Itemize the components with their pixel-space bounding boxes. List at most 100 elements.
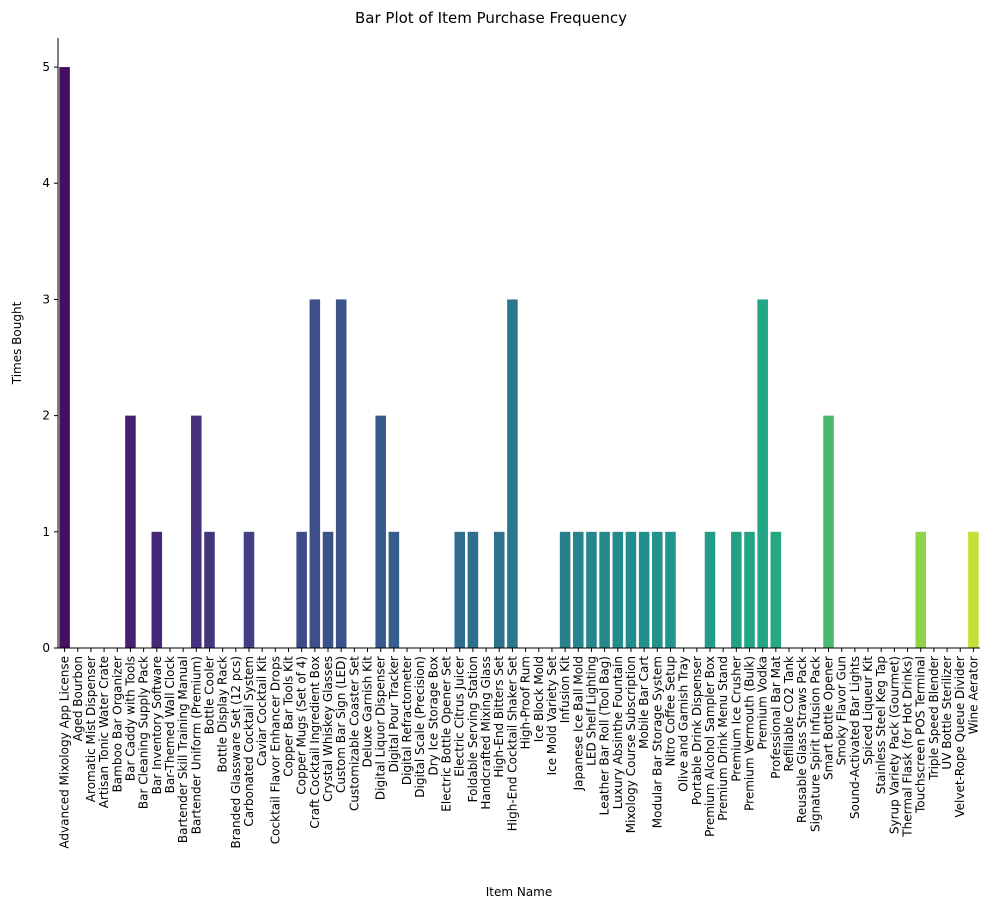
bar xyxy=(638,531,650,648)
x-tick-label: Sound-Activated Bar Lights xyxy=(848,656,862,819)
x-tick-label: LED Shelf Lighting xyxy=(584,656,598,766)
x-tick-label: Infusion Kit xyxy=(558,656,572,724)
bar xyxy=(770,531,782,648)
bar xyxy=(599,531,610,648)
x-tick-label: High-End Bitters Set xyxy=(492,656,506,778)
x-tick-label: Artisan Tonic Water Crate xyxy=(97,656,111,808)
x-tick-label: Digital Pour Tracker xyxy=(387,656,401,773)
x-tick-label: Digital Refractometer xyxy=(400,656,414,785)
y-tick-label: 2 xyxy=(42,409,50,423)
x-tick-label: Touchscreen POS Terminal xyxy=(914,656,928,814)
x-tick-label: High-Proof Rum xyxy=(519,656,533,749)
bar xyxy=(125,415,136,648)
bars-group xyxy=(59,67,979,649)
x-tick-label: Foldable Serving Station xyxy=(466,656,480,802)
x-tick-label: Advanced Mixology App License xyxy=(58,656,72,849)
bar xyxy=(454,531,465,648)
x-tick-label: Smart Bottle Opener xyxy=(822,656,836,780)
bar xyxy=(559,531,571,648)
x-tick-label: Dry Ice Storage Box xyxy=(426,656,440,776)
x-tick-label: Bar Caddy with Tools xyxy=(123,656,137,781)
x-tick-label: Bamboo Bar Organizer xyxy=(110,656,124,792)
x-axis: Advanced Mixology App License Aged Bourbo… xyxy=(58,648,980,849)
bar xyxy=(704,531,716,648)
x-tick-label: Copper Mugs (Set of 4) xyxy=(295,656,309,795)
x-tick-label: Cocktail Flavor Enhancer Drops xyxy=(268,656,282,844)
y-tick-label: 3 xyxy=(42,292,50,306)
bar xyxy=(388,531,400,648)
y-axis: 0 1 2 3 4 5 xyxy=(42,60,58,655)
x-tick-label: Premium Alcohol Sampler Box xyxy=(703,656,717,837)
x-tick-label: Spiced Liqueur Kit xyxy=(861,656,875,765)
bar xyxy=(968,531,979,648)
bar xyxy=(296,531,307,648)
x-tick-label: Bar Inventory Software xyxy=(150,656,164,794)
x-tick-label: Stainless Steel Keg Tap xyxy=(874,656,888,794)
bar xyxy=(467,531,479,648)
bar xyxy=(744,531,755,648)
x-tick-label: Modular Bar Storage System xyxy=(650,656,664,828)
x-tick-label: Velvet-Rope Queue Divider xyxy=(953,656,967,818)
bar xyxy=(625,531,637,648)
bar xyxy=(309,299,321,648)
x-tick-label: Digital Scale (Precision) xyxy=(413,656,427,798)
x-tick-label: Professional Bar Mat xyxy=(769,656,783,779)
x-tick-label: Ice Mold Variety Set xyxy=(545,656,559,776)
x-tick-label: Copper Bar Tools Kit xyxy=(282,656,296,777)
bar xyxy=(731,531,742,648)
x-tick-label: Triple Speed Blender xyxy=(927,656,941,781)
x-tick-label: Nitro Coffee Setup xyxy=(663,656,677,766)
x-tick-label: Leather Bar Roll (Tool Bag) xyxy=(598,656,612,815)
x-tick-label: Mixology Course Subscription xyxy=(624,656,638,833)
bar xyxy=(151,531,163,648)
x-tick-label: Carbonated Cocktail System xyxy=(242,656,256,827)
x-tick-label: Bottle Cooler xyxy=(202,656,216,734)
x-tick-label: Bartender Skill Training Manual xyxy=(176,656,190,843)
x-tick-label: Aged Bourbon xyxy=(71,656,85,741)
x-tick-label: Luxury Absinthe Fountain xyxy=(611,656,625,809)
bar xyxy=(665,531,676,648)
y-tick-label: 1 xyxy=(42,525,50,539)
y-tick-label: 5 xyxy=(42,60,50,74)
x-tick-label: High-End Cocktail Shaker Set xyxy=(505,656,519,832)
x-tick-label: Custom Bar Sign (LED) xyxy=(334,656,348,793)
x-tick-label: Aromatic Mist Dispenser xyxy=(84,656,98,802)
bar xyxy=(612,531,624,648)
x-tick-label: Customizable Coaster Set xyxy=(347,656,361,811)
bar xyxy=(493,531,505,648)
x-tick-label: Ice Block Mold xyxy=(532,656,546,742)
bar xyxy=(243,531,255,648)
x-tick-label: Bottle Display Rack xyxy=(216,656,230,773)
x-tick-label: Electric Bottle Opener Set xyxy=(440,656,454,812)
x-tick-label: Crystal Whiskey Glasses xyxy=(321,656,335,802)
x-tick-label: Caviar Cocktail Kit xyxy=(255,656,269,766)
bar xyxy=(375,415,386,648)
bar xyxy=(915,531,926,648)
x-tick-label: Thermal Flask (for Hot Drinks) xyxy=(901,656,915,838)
x-tick-label: Digital Liquor Dispenser xyxy=(374,656,388,800)
x-tick-label: Premium Ice Crusher xyxy=(729,656,743,782)
x-tick-label: Premium Vodka xyxy=(756,656,770,750)
x-tick-label: UV Bottle Sterilizer xyxy=(940,656,954,770)
x-tick-label: Bar Cleaning Supply Pack xyxy=(137,656,151,809)
x-tick-label: Electric Citrus Juicer xyxy=(453,656,467,777)
y-axis-label: Times Bought xyxy=(10,301,24,385)
x-tick-label: Branded Glassware Set (12 pcs) xyxy=(229,656,243,849)
x-tick-label: Signature Spirit Infusion Pack xyxy=(808,656,822,832)
y-tick-label: 4 xyxy=(42,176,50,190)
bar xyxy=(586,531,597,648)
x-tick-label: Portable Drink Dispenser xyxy=(690,656,704,805)
x-tick-label: Bar-Themed Wall Clock xyxy=(163,656,177,793)
x-axis-label: Item Name xyxy=(486,885,553,899)
x-tick-label: Reusable Glass Straws Pack xyxy=(795,656,809,823)
x-tick-label: Handcrafted Mixing Glass xyxy=(479,656,493,810)
x-tick-label: Syrup Variety Pack (Gourmet) xyxy=(887,656,901,834)
bar xyxy=(652,531,663,648)
bar xyxy=(204,531,215,648)
x-tick-label: Wine Aerator xyxy=(966,656,980,734)
bar xyxy=(59,67,70,649)
bar xyxy=(573,531,584,648)
bar xyxy=(507,299,518,648)
x-tick-label: Olive and Garnish Tray xyxy=(677,656,691,792)
